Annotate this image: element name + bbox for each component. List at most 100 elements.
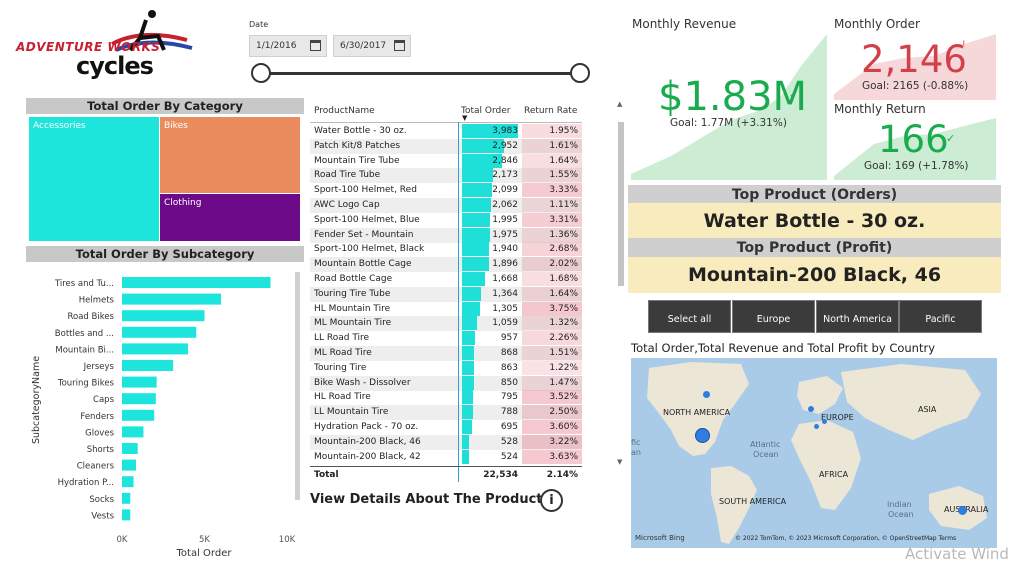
column-header-product[interactable]: ProductName [314, 106, 375, 116]
table-row[interactable]: Hydration Pack - 70 oz. 695 3.60% [310, 420, 582, 435]
bar-2[interactable] [122, 310, 205, 322]
order-databar [462, 198, 491, 212]
map-bubble-usa[interactable] [695, 428, 710, 443]
product-total-order: 2,846 [492, 155, 518, 166]
product-name: Road Tire Tube [314, 170, 381, 181]
table-row[interactable]: Touring Tire 863 1.22% [310, 360, 582, 376]
table-row[interactable]: Patch Kit/8 Patches 2,952 1.61% [310, 138, 582, 154]
order-databar [462, 212, 490, 227]
bar-6[interactable] [122, 376, 157, 388]
product-name: Patch Kit/8 Patches [314, 140, 401, 151]
product-return-rate: 1.51% [549, 348, 578, 358]
table-row[interactable]: Mountain Tire Tube 2,846 1.64% [310, 153, 582, 169]
map-attribution[interactable]: © 2022 TomTom, © 2023 Microsoft Corporat… [735, 535, 957, 542]
column-header-return-rate[interactable]: Return Rate [524, 106, 578, 116]
subcategory-bar-chart: Tires and Tu... Helmets Road Bikes Bottles … [31, 277, 296, 559]
table-row[interactable]: Bike Wash - Dissolver 850 1.47% [310, 375, 582, 391]
table-row[interactable]: Sport-100 Helmet, Red 2,099 3.33% [310, 183, 582, 198]
bar-10[interactable] [122, 443, 138, 454]
map-bubble-germany[interactable] [822, 419, 827, 424]
scroll-up-icon[interactable]: ▲ [617, 100, 623, 108]
table-row[interactable]: ML Road Tire 868 1.51% [310, 346, 582, 361]
region-select-all-button[interactable]: Select all [648, 300, 731, 333]
table-row[interactable]: Mountain Bottle Cage 1,896 2.02% [310, 257, 582, 273]
table-row[interactable]: Water Bottle - 30 oz. 3,983 1.95% [310, 124, 582, 139]
bar-12[interactable] [122, 476, 134, 488]
treemap-tile-bikes[interactable]: Bikes [160, 117, 300, 193]
y-axis-title: SubcategoryName [31, 356, 42, 444]
calendar-icon[interactable] [310, 40, 321, 51]
map-bubble-canada[interactable] [703, 391, 710, 398]
table-row[interactable]: Mountain-200 Black, 46 528 3.22% [310, 434, 582, 450]
bar-7[interactable] [122, 393, 156, 405]
bar-4[interactable] [122, 343, 188, 355]
calendar-icon[interactable] [394, 40, 405, 51]
bar-3[interactable] [122, 326, 197, 338]
bar-0[interactable] [122, 277, 271, 288]
return-rate-background [522, 331, 582, 346]
order-databar [462, 272, 485, 286]
map-label-atlantic-ocean: Ocean [753, 450, 779, 459]
table-row[interactable]: LL Mountain Tire 788 2.50% [310, 405, 582, 421]
bar-8[interactable] [122, 409, 155, 421]
map-label-atlantic: Atlantic [750, 440, 781, 449]
region-europe-button[interactable]: Europe [732, 300, 815, 333]
slider-start-handle[interactable] [251, 63, 271, 83]
region-pacific-button[interactable]: Pacific [899, 300, 982, 333]
bar-1[interactable] [122, 293, 221, 305]
map-bubble-france[interactable] [814, 424, 819, 429]
map-bubble-uk[interactable] [808, 406, 814, 412]
product-return-rate: 1.64% [549, 288, 578, 299]
table-row[interactable]: Road Bottle Cage 1,668 1.68% [310, 272, 582, 287]
scroll-thumb[interactable] [618, 122, 624, 286]
table-row[interactable]: LL Road Tire 957 2.26% [310, 331, 582, 346]
revenue-area-sparkline [631, 34, 827, 180]
date-range-slider[interactable] [262, 72, 580, 75]
country-map[interactable]: NORTH AMERICA EUROPE ASIA AFRICA SOUTH A… [631, 358, 997, 548]
product-return-rate: 3.60% [549, 422, 578, 432]
bar-5[interactable] [122, 360, 174, 371]
column-divider [458, 122, 459, 482]
product-name: LL Mountain Tire [314, 407, 389, 418]
bar-9[interactable] [122, 426, 144, 438]
region-north-america-button[interactable]: North America [816, 300, 899, 333]
product-return-rate: 1.68% [549, 274, 578, 284]
treemap-tile-accessories[interactable]: Accessories [29, 117, 159, 241]
start-date-input[interactable]: 1/1/2016 [249, 35, 327, 57]
logo-text-cycles: cycles [76, 52, 154, 80]
info-icon[interactable]: i [540, 489, 563, 512]
table-row[interactable]: ML Mountain Tire 1,059 1.32% [310, 316, 582, 332]
chart-scrollbar[interactable] [295, 272, 300, 500]
column-header-total-order[interactable]: Total Order [461, 106, 511, 116]
bar-11[interactable] [122, 459, 137, 471]
slider-end-handle[interactable] [570, 63, 590, 83]
product-return-rate: 3.31% [549, 214, 578, 225]
view-details-link[interactable]: View Details About The Product [310, 492, 543, 507]
category-label: Caps [93, 395, 115, 405]
map-bubble-australia[interactable] [958, 506, 967, 515]
return-rate-background [522, 198, 582, 212]
table-row[interactable]: HL Mountain Tire 1,305 3.75% [310, 301, 582, 317]
product-return-rate: 3.63% [549, 451, 578, 462]
end-date-input[interactable]: 6/30/2017 [333, 35, 411, 57]
table-row[interactable]: AWC Logo Cap 2,062 1.11% [310, 198, 582, 213]
bing-logo: Microsoft Bing [635, 534, 685, 542]
bar-14[interactable] [122, 509, 131, 521]
bar-13[interactable] [122, 492, 131, 504]
table-row[interactable]: Fender Set - Mountain 1,975 1.36% [310, 227, 582, 243]
table-row[interactable]: Sport-100 Helmet, Blue 1,995 3.31% [310, 212, 582, 228]
table-row[interactable]: Road Tire Tube 2,173 1.55% [310, 168, 582, 184]
table-row[interactable]: Mountain-200 Black, 42 524 3.63% [310, 449, 582, 465]
return-rate-background [522, 138, 582, 153]
treemap-tile-clothing[interactable]: Clothing [160, 194, 300, 241]
order-databar [462, 138, 504, 153]
map-label-indian: Indian [887, 500, 912, 509]
table-row[interactable]: HL Road Tire 795 3.52% [310, 390, 582, 405]
product-total-order: 1,995 [492, 214, 518, 225]
product-name: Sport-100 Helmet, Red [314, 185, 417, 196]
table-scrollbar[interactable]: ▲ ▼ [617, 100, 625, 472]
table-row[interactable]: Sport-100 Helmet, Black 1,940 2.68% [310, 242, 582, 257]
scroll-down-icon[interactable]: ▼ [617, 458, 623, 466]
table-row[interactable]: Touring Tire Tube 1,364 1.64% [310, 286, 582, 302]
order-databar [462, 331, 475, 346]
